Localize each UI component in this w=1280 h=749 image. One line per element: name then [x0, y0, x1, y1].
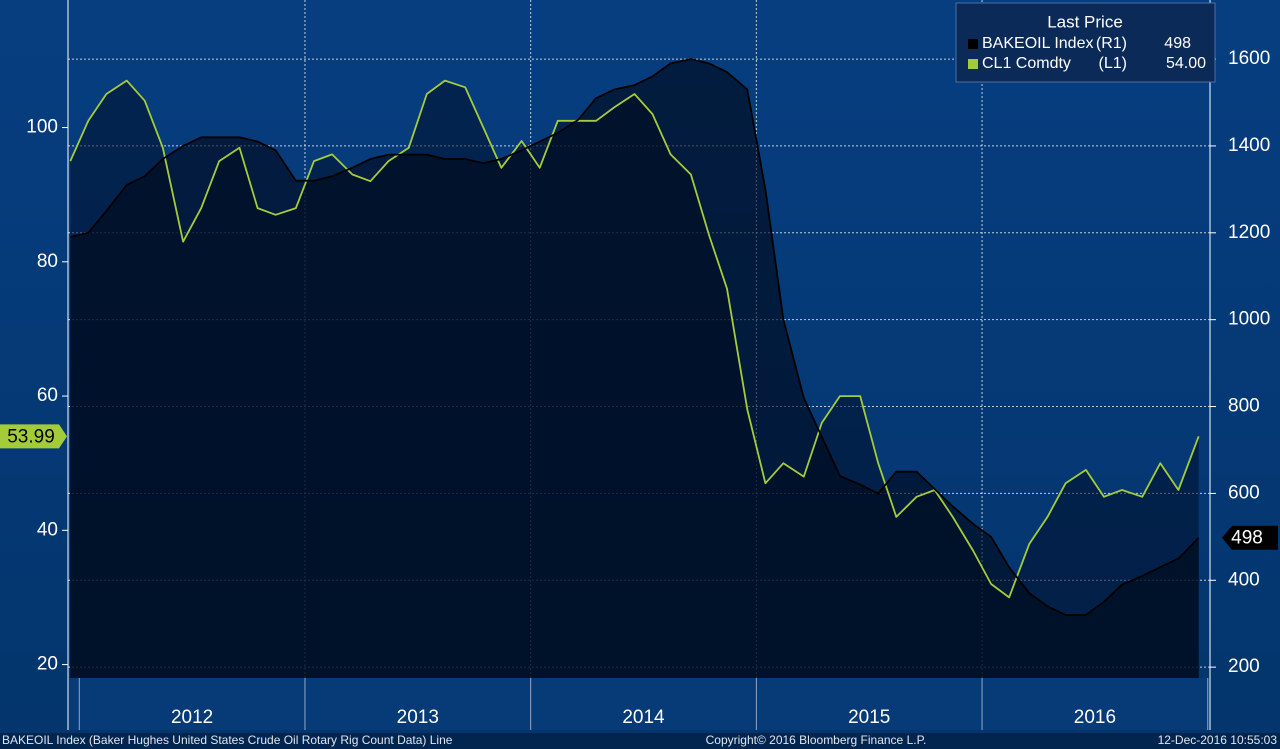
x-tick-label: 2016 — [1074, 707, 1116, 728]
y-tick-label: 80 — [37, 251, 58, 272]
area — [70, 59, 1199, 679]
last-tag — [0, 424, 67, 449]
y2-tick-label: 1400 — [1228, 135, 1270, 156]
legend-value: 54.00 — [1166, 55, 1206, 72]
y2-tick-label: 1000 — [1228, 309, 1270, 330]
y2-tick-label: 800 — [1228, 396, 1260, 417]
y-tick-label: 40 — [37, 519, 58, 540]
y-tick-label: 100 — [26, 117, 58, 138]
y2-tick-label: 200 — [1228, 656, 1260, 677]
y2-tick-label: 600 — [1228, 482, 1260, 503]
x-tick-label: 2015 — [848, 707, 890, 728]
legend-title: Last Price — [1047, 12, 1123, 31]
y2-tick-label: 1600 — [1228, 48, 1270, 69]
last-tag — [1222, 525, 1278, 550]
legend-axis: (R1) — [1096, 35, 1127, 52]
legend-label: BAKEOIL Index — [982, 35, 1093, 52]
legend-swatch — [968, 39, 978, 49]
legend: Last Price BAKEOIL Index (R1) 498 CL1 Comdt… — [955, 2, 1216, 83]
footer-center: Copyright© 2016 Bloomberg Finance L.P. — [706, 733, 927, 747]
y2-tick-label: 1200 — [1228, 222, 1270, 243]
legend-value: 498 — [1164, 35, 1191, 52]
x-axis-band — [68, 678, 1210, 730]
legend-box — [955, 2, 1216, 83]
line — [69, 79, 1200, 599]
y-tick-label: 60 — [37, 385, 58, 406]
plot-area: 200 400 600 800 1000 1200 1400 1600 20 40 60 80 100 2… — [0, 0, 1278, 730]
last-tag-label: 53.99 — [7, 426, 55, 447]
last-tag-label: 498 — [1231, 528, 1263, 549]
x-tick-label: 2013 — [397, 707, 439, 728]
legend-swatch — [968, 59, 978, 69]
footer-left: BAKEOIL Index (Baker Hughes United State… — [2, 733, 453, 747]
legend-axis: (L1) — [1099, 55, 1127, 72]
footer-bar — [0, 733, 1280, 749]
x-tick-label: 2012 — [171, 707, 213, 728]
y-tick-label: 20 — [37, 654, 58, 675]
footer-right: 12-Dec-2016 10:55:03 — [1158, 733, 1278, 747]
x-tick-label: 2014 — [622, 707, 665, 728]
legend-label: CL1 Comdty — [982, 55, 1071, 72]
y2-tick-label: 400 — [1228, 569, 1260, 590]
line — [70, 58, 1200, 616]
